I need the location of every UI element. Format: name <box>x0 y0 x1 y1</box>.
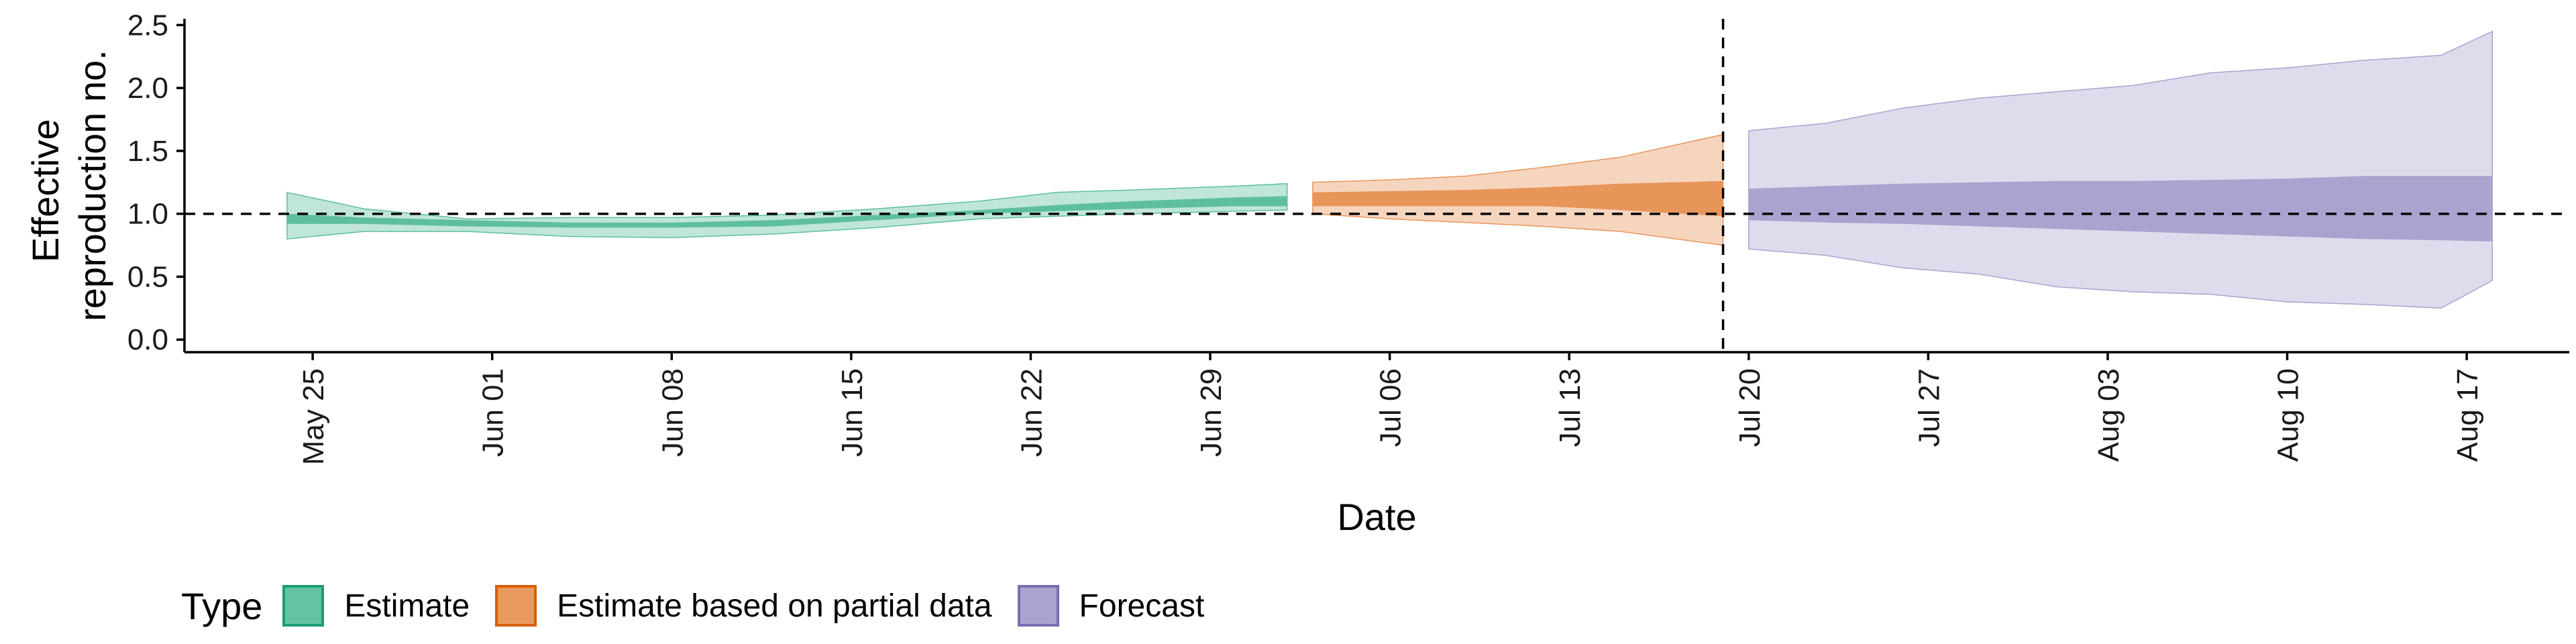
x-tick-label: Jul 06 <box>1375 368 1407 447</box>
legend-label-estimate: Estimate <box>344 588 470 624</box>
legend-item-partial-data: Estimate based on partial data <box>495 585 992 627</box>
band-inner-estimate <box>286 196 1287 228</box>
x-tick-label: Jul 20 <box>1733 368 1766 447</box>
legend-swatch-estimate <box>282 585 325 627</box>
y-tick-label: 2.5 <box>127 9 168 42</box>
band-outer-forecast <box>1748 30 2493 309</box>
x-tick-label: Aug 03 <box>2092 368 2125 462</box>
x-tick-label: Jun 08 <box>656 368 689 457</box>
legend-swatch-forecast <box>1017 585 1059 627</box>
y-axis-title-line-2: reproduction no. <box>71 50 113 321</box>
legend-label-forecast: Forecast <box>1079 588 1205 624</box>
x-tick-label: Jul 13 <box>1554 368 1587 447</box>
y-tick-label: 1.0 <box>127 198 168 231</box>
x-axis-ticks: May 25 Jun 01 Jun 08 Jun 15 Jun 22 Jun 29 Jul … <box>297 352 2484 465</box>
y-axis-title-line-1: Effective <box>24 119 66 262</box>
x-tick-label: Aug 17 <box>2451 368 2484 462</box>
x-tick-label: Jun 01 <box>477 368 510 457</box>
x-tick-label: Jun 22 <box>1015 368 1048 457</box>
band-inner-estimate-based-on-partial-data <box>1312 180 1723 217</box>
chart-bands <box>286 30 2493 309</box>
band-inner-forecast <box>1748 176 2493 241</box>
legend-swatch-partial-data <box>495 585 537 627</box>
x-tick-label: Jun 29 <box>1195 368 1228 457</box>
y-tick-label: 0.5 <box>127 260 168 293</box>
legend-item-forecast: Forecast <box>1017 585 1205 627</box>
legend-label-partial-data: Estimate based on partial data <box>557 588 992 624</box>
y-axis-title: Effective reproduction no. <box>24 50 113 321</box>
y-tick-label: 0.0 <box>127 323 168 356</box>
band-outer-estimate <box>286 182 1288 240</box>
x-tick-label: May 25 <box>297 368 330 465</box>
legend-title: Type <box>181 584 263 627</box>
chart-legend: Type Estimate Estimate based on partial … <box>181 576 1230 636</box>
x-axis-title: Date <box>1337 496 1416 538</box>
legend-item-estimate: Estimate <box>282 585 470 627</box>
x-tick-label: Jul 27 <box>1913 368 1945 447</box>
y-tick-label: 1.5 <box>127 135 168 168</box>
x-tick-label: Aug 10 <box>2272 368 2305 462</box>
x-tick-label: Jun 15 <box>836 368 869 457</box>
y-axis-ticks: 0.0 0.5 1.0 1.5 2.0 2.5 <box>127 9 184 356</box>
y-tick-label: 2.0 <box>127 72 168 105</box>
